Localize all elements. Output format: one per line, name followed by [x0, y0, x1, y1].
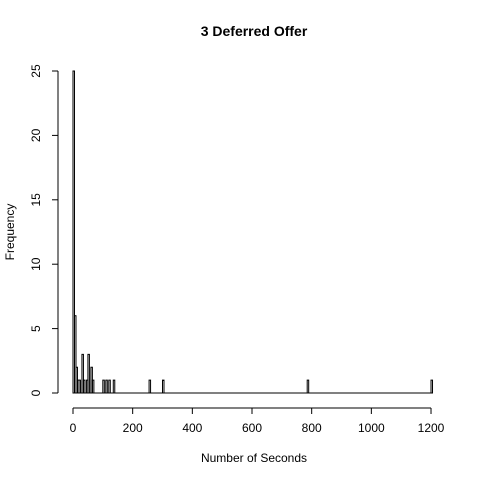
y-tick-label-2: 10 — [29, 257, 43, 271]
y-tick-label-3: 15 — [29, 193, 43, 207]
x-tick-label-1: 200 — [123, 421, 143, 435]
x-tick-label-5: 1000 — [358, 421, 385, 435]
y-tick-label-1: 5 — [29, 325, 43, 332]
histogram-bar-11 — [102, 379, 105, 394]
x-tick-label-3: 600 — [242, 421, 262, 435]
histogram-bar-4 — [78, 379, 81, 394]
x-axis-label: Number of Seconds — [201, 451, 307, 465]
histogram-bar-18 — [430, 379, 434, 394]
histogram-bars — [72, 70, 434, 394]
histogram-bar-10 — [91, 379, 95, 394]
histogram-bar-12 — [105, 379, 108, 394]
x-tick-label-0: 0 — [70, 421, 77, 435]
y-axis-label: Frequency — [3, 204, 17, 261]
histogram-bar-13 — [108, 379, 111, 394]
y-tick-label-5: 25 — [29, 64, 43, 78]
y-tick-label-0: 0 — [29, 389, 43, 396]
x-tick-label-6: 1200 — [418, 421, 445, 435]
histogram-bar-6 — [82, 379, 86, 394]
histogram-bar-17 — [306, 379, 310, 394]
x-tick-label-2: 400 — [182, 421, 202, 435]
histogram-bar-16 — [162, 379, 165, 394]
axes: 0 200 400 600 800 1000 1200 0 5 10 15 20 25 — [29, 64, 445, 435]
x-tick-label-4: 800 — [302, 421, 322, 435]
histogram-bar-15 — [148, 379, 152, 394]
chart-title: 3 Deferred Offer — [201, 23, 308, 39]
y-tick-label-4: 20 — [29, 128, 43, 142]
histogram-bar-14 — [112, 379, 116, 394]
histogram-bar-8 — [87, 353, 90, 394]
